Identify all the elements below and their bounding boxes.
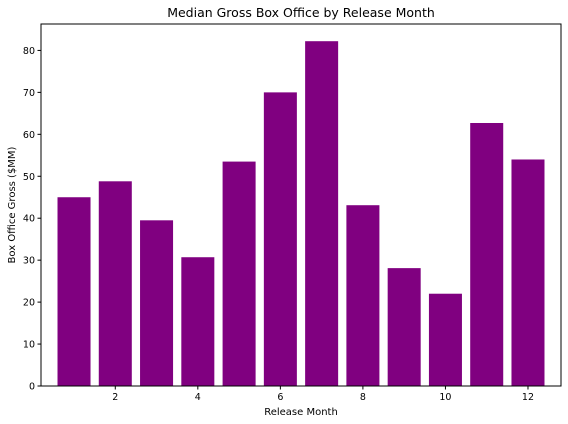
bar-month-8 bbox=[346, 205, 380, 386]
bar-month-9 bbox=[387, 268, 421, 386]
bar-month-2 bbox=[98, 181, 132, 386]
y-tick-label: 50 bbox=[23, 172, 35, 183]
y-tick-label: 40 bbox=[23, 214, 35, 225]
x-tick-label: 10 bbox=[439, 392, 451, 403]
x-axis-label: Release Month bbox=[264, 407, 338, 418]
chart-title: Median Gross Box Office by Release Month bbox=[167, 5, 435, 20]
x-tick-label: 12 bbox=[522, 392, 534, 403]
y-tick-label: 60 bbox=[23, 130, 35, 141]
x-axis-ticks: 2 4 6 8 10 12 bbox=[112, 386, 534, 403]
y-tick-label: 20 bbox=[23, 298, 35, 309]
y-axis-ticks: 0 10 20 30 40 50 60 70 80 bbox=[23, 46, 41, 393]
bar-month-3 bbox=[140, 220, 174, 386]
x-tick-label: 2 bbox=[112, 392, 118, 403]
y-tick-label: 10 bbox=[23, 340, 35, 351]
y-tick-label: 30 bbox=[23, 256, 35, 267]
bar-month-7 bbox=[305, 41, 339, 386]
y-tick-label: 0 bbox=[29, 382, 35, 393]
y-axis-label: Box Office Gross ($MM) bbox=[7, 146, 18, 263]
y-tick-label: 80 bbox=[23, 46, 35, 57]
bar-month-6 bbox=[263, 92, 297, 387]
plot-frame bbox=[40, 23, 562, 387]
bar-month-10 bbox=[428, 293, 462, 386]
x-tick-label: 8 bbox=[360, 392, 366, 403]
bar-month-12 bbox=[511, 159, 545, 386]
bar-month-1 bbox=[57, 197, 91, 386]
bars bbox=[57, 41, 545, 387]
x-tick-label: 4 bbox=[195, 392, 201, 403]
bar-month-4 bbox=[181, 257, 215, 386]
bar-month-11 bbox=[470, 122, 504, 387]
bar-month-5 bbox=[222, 161, 256, 386]
y-tick-label: 70 bbox=[23, 88, 35, 99]
x-tick-label: 6 bbox=[277, 392, 283, 403]
